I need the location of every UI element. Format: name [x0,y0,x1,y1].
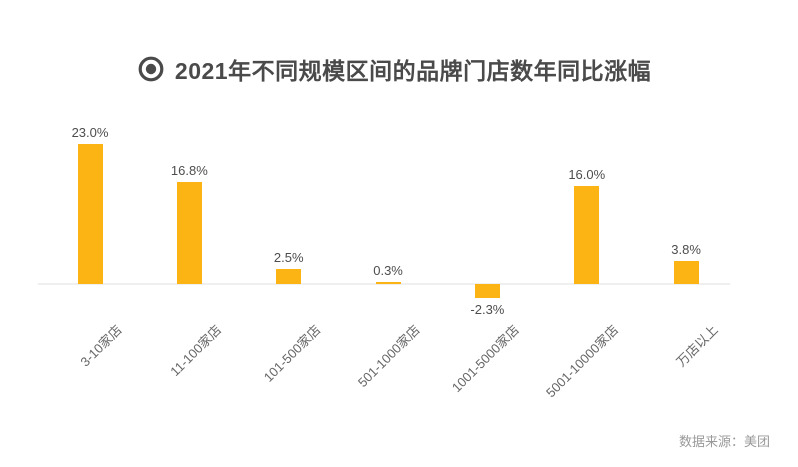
bar-value-label: 0.3% [373,263,403,278]
bar [574,186,600,284]
x-axis-label: 3-10家店 [77,322,125,370]
bar [77,144,103,284]
chart-title: 2021年不同规模区间的品牌门店数年同比涨幅 [174,58,652,84]
bar-value-label: 2.5% [273,250,304,265]
x-axis-label: 5001-10000家店 [543,322,622,401]
bar-value-label: 23.0% [71,125,109,140]
x-axis-label: 1001-5000家店 [449,322,523,396]
data-source-note: 数据来源：美团 [678,434,770,449]
target-icon [138,56,164,82]
bar-value-label: 16.8% [170,163,208,178]
x-axis-label: 101-500家店 [260,322,324,385]
chart-title-row: 2021年不同规模区间的品牌门店数年同比涨幅 [0,52,788,86]
x-axis-label: 501-1000家店 [354,322,423,390]
bar [673,261,699,284]
x-axis-line [38,283,730,285]
bar [176,182,202,284]
bar-value-label: 3.8% [671,242,701,257]
x-axis-label: 万店以上 [673,322,721,370]
bar [276,269,302,284]
bar [474,284,500,298]
bar-value-label: 16.0% [568,167,606,182]
bar [375,282,401,284]
bar-value-label: -2.3% [470,302,505,317]
x-axis-label: 11-100家店 [167,322,225,380]
